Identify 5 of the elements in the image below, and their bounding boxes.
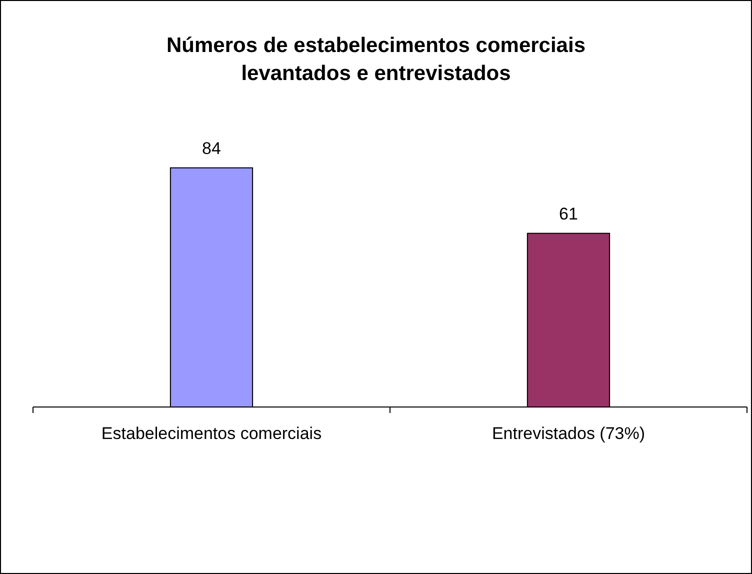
- data-label: 84: [202, 138, 221, 158]
- data-label: 61: [559, 204, 578, 224]
- x-tick-label: Estabelecimentos comerciais: [101, 424, 322, 443]
- chart-title: Números de estabelecimentos comerciais levantados e entrevistados: [166, 34, 586, 85]
- x-tick-label: Entrevistados (73%): [492, 424, 646, 443]
